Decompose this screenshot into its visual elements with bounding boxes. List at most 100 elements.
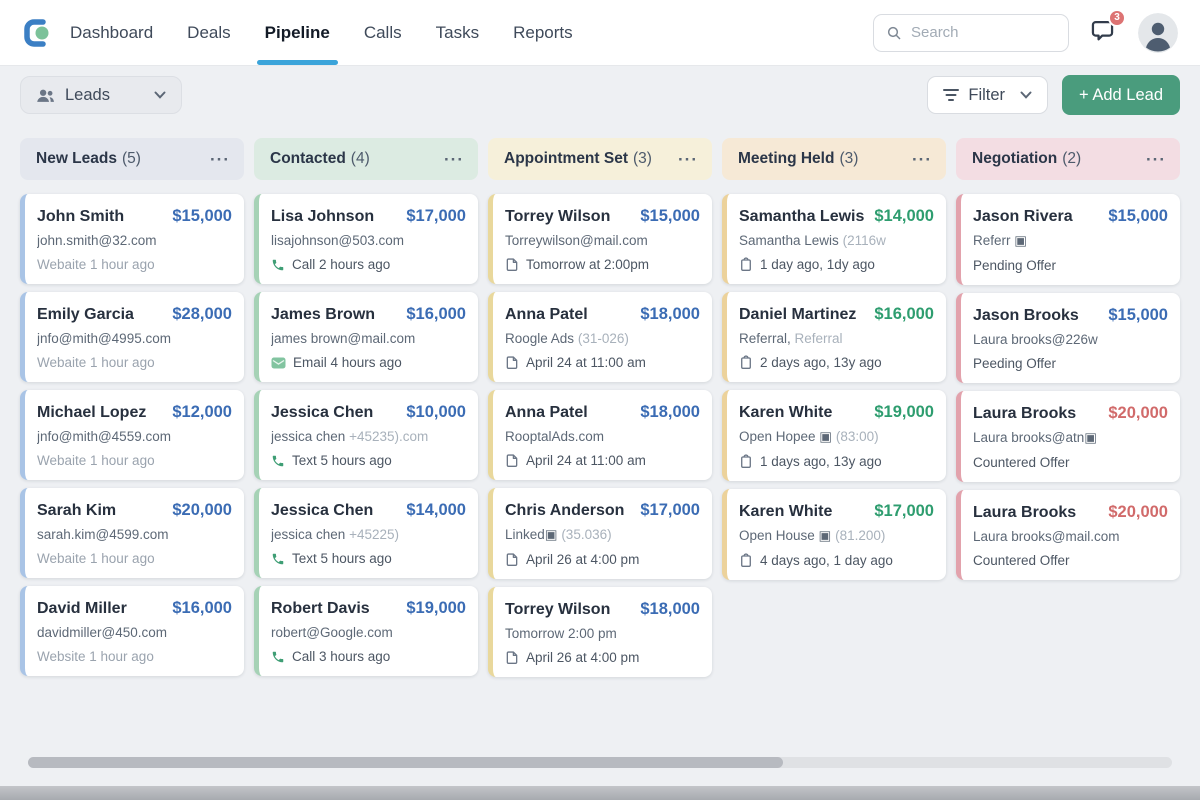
lead-card[interactable]: Samantha Lewis $14,000 Samantha Lewis (211… [722,194,946,284]
lead-value: $20,000 [1108,404,1168,422]
lead-activity-text: April 24 at 11:00 am [526,453,646,468]
column-menu-button[interactable]: ··· [910,147,934,172]
filter-icon [943,88,960,102]
lead-activity: Countered Offer [973,455,1168,470]
column-menu-button[interactable]: ··· [676,147,700,172]
lead-contact: jnfo@mith@4995.com [37,331,171,346]
nav-item-tasks[interactable]: Tasks [435,22,480,42]
lead-contact-muted: (35.036) [561,527,612,542]
lead-name: Torrey Wilson [505,208,611,225]
lead-value: $14,000 [406,501,466,519]
lead-card[interactable]: Torrey Wilson $15,000 Torreywilson@mail.co… [488,194,712,284]
card-list: John Smith $15,000 john.smith@32.com Webait… [20,194,244,676]
scrollbar-thumb[interactable] [28,757,784,768]
lead-value: $18,000 [640,600,700,618]
lead-contact: jessica chen +45235).com [271,429,429,444]
column-count: (3) [839,150,859,167]
lead-activity-text: Webaite 1 hour ago [37,453,155,468]
user-avatar[interactable] [1138,12,1178,53]
lead-name: Robert Davis [271,600,370,617]
lead-contact-muted: +45235).com [349,429,429,444]
lead-card[interactable]: Karen White $19,000 Open Hopee ▣ (83:00) 1 … [722,390,946,481]
lead-activity-text: April 26 at 4:00 pm [526,552,640,567]
column-menu-button[interactable]: ··· [208,147,232,172]
lead-value: $12,000 [172,403,232,421]
lead-card[interactable]: Laura Brooks $20,000 Laura brooks@atn▣ Coun… [956,391,1180,482]
view-selector[interactable]: Leads [20,76,182,114]
lead-value: $16,000 [406,305,466,323]
lead-value: $10,000 [406,403,466,421]
add-lead-button[interactable]: + Add Lead [1062,75,1180,115]
lead-contact: Samantha Lewis (2116w [739,233,886,248]
lead-card[interactable]: Sarah Kim $20,000 sarah.kim@4599.com Webait… [20,488,244,578]
lead-name: Jason Brooks [973,307,1079,324]
lead-activity: Pending Offer [973,258,1168,273]
lead-value: $17,000 [874,502,934,520]
notifications-button[interactable]: 3 [1089,8,1126,49]
lead-contact: jnfo@mith@4559.com [37,429,171,444]
horizontal-scrollbar[interactable] [28,757,1172,768]
lead-card[interactable]: Michael Lopez $12,000 jnfo@mith@4559.com We… [20,390,244,480]
column-header: Contacted (4) ··· [254,138,478,180]
column-menu-button[interactable]: ··· [442,147,466,172]
nav-item-pipeline[interactable]: Pipeline [256,0,339,65]
lead-contact-muted: (81.200) [835,528,886,543]
lead-card[interactable]: Emily Garcia $28,000 jnfo@mith@4995.com Web… [20,292,244,382]
lead-card[interactable]: Torrey Wilson $18,000 Tomorrow 2:00 pm Apri… [488,587,712,677]
lead-activity: April 26 at 4:00 pm [505,650,700,665]
lead-card[interactable]: Anna Patel $18,000 Roogle Ads (31-026) Apri… [488,292,712,382]
lead-name: Jessica Chen [271,502,374,519]
lead-card[interactable]: James Brown $16,000 james brown@mail.com Em… [254,292,478,382]
nav-item-reports[interactable]: Reports [513,22,573,42]
lead-name: Karen White [739,503,833,520]
lead-card[interactable]: Daniel Martinez $16,000 Referral, Referral… [722,292,946,382]
lead-value: $15,000 [1108,207,1168,225]
lead-contact-muted: (83:00) [835,429,879,444]
lead-card[interactable]: Anna Patel $18,000 RooptalAds.com April 24 … [488,390,712,480]
nav-item-dashboard[interactable]: Dashboard [70,22,154,42]
lead-card[interactable]: Jason Brooks $15,000 Laura brooks@226w Peed… [956,293,1180,383]
lead-name: Daniel Martinez [739,306,857,323]
lead-activity: Webaite 1 hour ago [37,257,232,272]
lead-card[interactable]: Jessica Chen $14,000 jessica chen +45225) T… [254,488,478,578]
lead-card[interactable]: Laura Brooks $20,000 Laura brooks@mail.com… [956,490,1180,580]
lead-activity: Webaite 1 hour ago [37,355,232,370]
lead-activity: Text 5 hours ago [271,453,466,468]
lead-card[interactable]: Karen White $17,000 Open House ▣ (81.200) 4… [722,489,946,580]
lead-card[interactable]: Chris Anderson $17,000 Linked▣ (35.036) Apr… [488,488,712,579]
clipboard-icon [739,355,753,370]
nav-item-deals[interactable]: Deals [187,22,231,42]
lead-value: $17,000 [640,501,700,519]
lead-card[interactable]: Robert Davis $19,000 robert@Google.com Call… [254,586,478,676]
nav-item-calls[interactable]: Calls [363,22,402,42]
lead-name: Anna Patel [505,404,588,421]
lead-contact: lisajohnson@503.com [271,233,405,248]
lead-activity: April 26 at 4:00 pm [505,552,700,567]
lead-activity: April 24 at 11:00 am [505,453,700,468]
lead-card[interactable]: David Miller $16,000 davidmiller@450.com We… [20,586,244,676]
lead-activity: 1 day ago, 1dy ago [739,257,934,272]
lead-card[interactable]: Jessica Chen $10,000 jessica chen +45235).… [254,390,478,480]
lead-activity-text: Website 1 hour ago [37,649,154,664]
lead-value: $15,000 [1108,306,1168,324]
search-box[interactable] [873,13,1069,52]
card-list: Lisa Johnson $17,000 lisajohnson@503.com Ca… [254,194,478,676]
lead-card[interactable]: Lisa Johnson $17,000 lisajohnson@503.com Ca… [254,194,478,284]
top-navigation: Dashboard Deals Pipeline Calls Tasks Rep… [0,0,1200,66]
document-icon [505,552,519,567]
search-input[interactable] [911,24,1056,41]
column-menu-button[interactable]: ··· [1144,147,1168,172]
pipeline-column-new-leads: New Leads (5) ··· John Smith $15,000 john.smi… [20,138,244,677]
lead-name: Torrey Wilson [505,601,611,618]
lead-activity: Peeding Offer [973,356,1168,371]
lead-activity: Call 3 hours ago [271,649,466,664]
lead-contact-muted: (31-026) [577,331,629,346]
lead-activity: Countered Offer [973,553,1168,568]
lead-name: Michael Lopez [37,404,147,421]
phone-icon [271,552,285,566]
filter-button[interactable]: Filter [927,76,1049,114]
lead-card[interactable]: John Smith $15,000 john.smith@32.com Webait… [20,194,244,284]
lead-value: $19,000 [406,599,466,617]
lead-card[interactable]: Jason Rivera $15,000 Referr ▣ Pending Offer [956,194,1180,285]
lead-activity: Text 5 hours ago [271,551,466,566]
